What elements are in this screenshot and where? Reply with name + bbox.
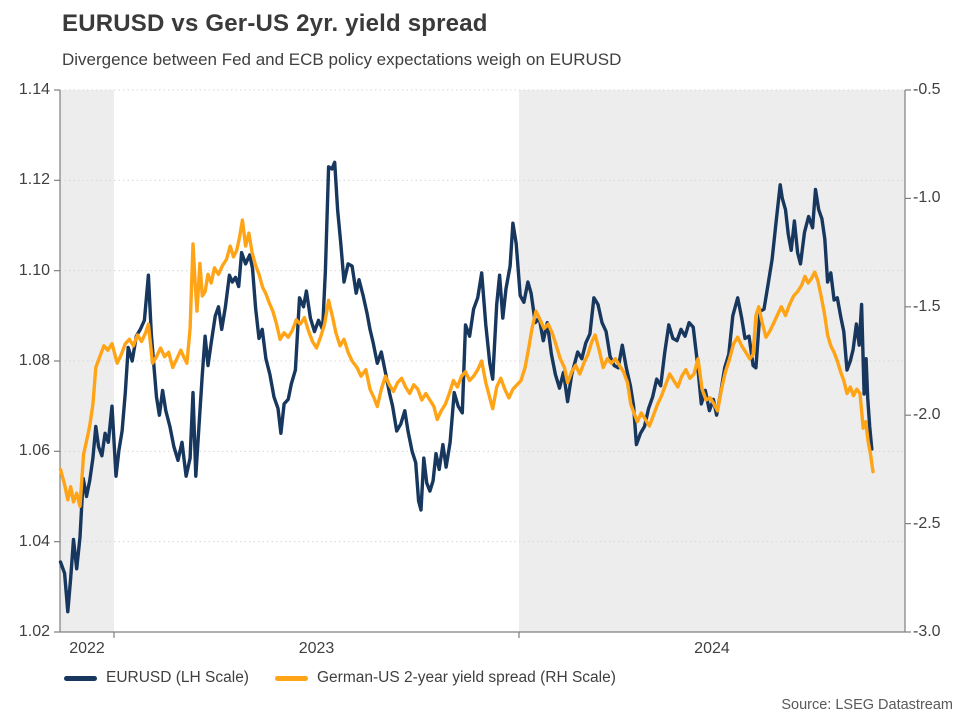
right-axis-tick-label: -2.0	[913, 406, 941, 424]
source-credit: Source: LSEG Datastream	[781, 697, 953, 713]
legend: EURUSD (LH Scale) German-US 2-year yield…	[64, 669, 616, 687]
series-line-german-us-2-year-yield-spread	[58, 218, 875, 508]
legend-label-eurusd: EURUSD (LH Scale)	[106, 669, 249, 686]
left-axis-tick-label: 1.02	[18, 623, 50, 640]
legend-item-spread: German-US 2-year yield spread (RH Scale)	[274, 669, 616, 687]
right-axis-tick-label: -2.5	[913, 514, 941, 532]
right-axis-tick-label: -3.0	[913, 623, 941, 640]
spread-line-swatch	[274, 675, 308, 681]
legend-label-spread: German-US 2-year yield spread (RH Scale)	[316, 669, 616, 686]
left-axis-tick-label: 1.12	[18, 171, 50, 189]
right-axis-tick-label: -1.0	[913, 189, 941, 207]
legend-item-eurusd: EURUSD (LH Scale)	[64, 669, 249, 687]
right-axis-tick-label: -0.5	[913, 81, 941, 98]
series-line-eurusd	[58, 160, 874, 614]
x-axis-year-label: 2023	[298, 640, 335, 657]
eurusd-line-swatch	[64, 675, 97, 681]
x-axis-year-label: 2022	[69, 640, 105, 657]
chart-title: EURUSD vs Ger-US 2yr. yield spread	[62, 10, 488, 37]
left-axis-tick-label: 1.04	[18, 532, 50, 550]
left-axis-tick-label: 1.06	[18, 442, 50, 460]
right-axis-tick-label: -1.5	[913, 297, 941, 315]
left-axis-tick-label: 1.14	[18, 81, 50, 98]
left-axis-tick-label: 1.08	[18, 352, 50, 369]
left-axis-tick-label: 1.10	[18, 261, 50, 279]
x-axis-year-label: 2024	[694, 640, 730, 657]
chart-subtitle: Divergence between Fed and ECB policy ex…	[62, 50, 622, 69]
